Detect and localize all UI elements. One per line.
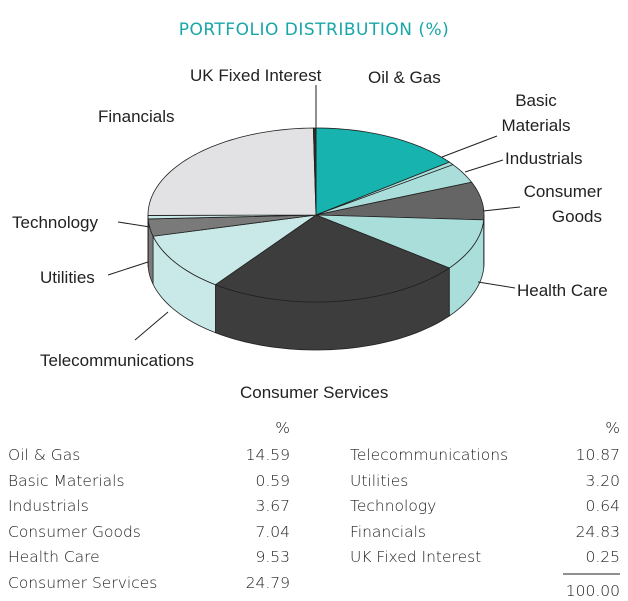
table-name: Utilities	[350, 471, 409, 490]
table-name: Health Care	[8, 548, 100, 566]
table-value: 24.79	[245, 573, 290, 592]
slice-label: Utilities	[40, 268, 95, 287]
table-name: Telecommunications	[350, 446, 509, 464]
slice	[315, 164, 473, 216]
slice-label: Telecommunications	[40, 351, 195, 370]
table-name: Oil & Gas	[8, 446, 81, 464]
slice	[147, 127, 317, 216]
table-name: Basic Materials	[8, 471, 125, 490]
table-value: 7.04	[255, 522, 290, 541]
table-value: 10.87	[575, 446, 620, 464]
slice-label: UK Fixed Interest	[190, 66, 322, 85]
slice	[147, 214, 317, 237]
table-name: Consumer Goods	[8, 522, 141, 541]
table-value: 0.59	[255, 471, 290, 490]
slice	[312, 127, 317, 216]
table-value: 3.67	[255, 497, 290, 515]
slice	[315, 181, 485, 221]
table-name: Technology	[350, 497, 437, 515]
slice-label: Industrials	[505, 149, 583, 168]
slice	[315, 127, 451, 216]
slice-label: Technology	[12, 213, 99, 232]
table-name: Industrials	[8, 497, 89, 515]
leader-line	[117, 221, 151, 228]
table-name: Financials	[350, 522, 426, 541]
slice	[315, 214, 485, 269]
slice-label: Basic Materials	[501, 91, 571, 135]
slice-label: Oil & Gas	[368, 68, 441, 87]
table-value: 0.64	[585, 497, 620, 515]
leader-line	[464, 159, 504, 173]
slice-label: Consumer Goods	[523, 182, 602, 226]
table-total: 100.00	[565, 582, 620, 600]
table-value: 0.25	[585, 548, 620, 566]
table-value: 24.83	[575, 522, 620, 541]
slice-label: Financials	[98, 107, 175, 126]
table-value: 14.59	[245, 446, 290, 464]
table-name: Consumer Services	[8, 573, 158, 592]
leader-line	[134, 311, 169, 341]
slice-label: Consumer Services	[240, 383, 389, 402]
table-value: 3.20	[585, 471, 620, 490]
chart-title: PORTFOLIO DISTRIBUTION (%)	[178, 20, 450, 40]
table-value: 9.53	[255, 548, 290, 566]
column-header: %	[275, 419, 290, 437]
leader-line	[441, 135, 498, 158]
leader-line	[482, 206, 521, 212]
slice	[152, 214, 317, 286]
slice-label: Health Care	[517, 281, 608, 300]
slice	[214, 214, 451, 303]
leader-line	[477, 281, 516, 289]
leader-line	[107, 261, 149, 276]
column-header: %	[605, 419, 620, 437]
table-name: UK Fixed Interest	[350, 548, 482, 566]
